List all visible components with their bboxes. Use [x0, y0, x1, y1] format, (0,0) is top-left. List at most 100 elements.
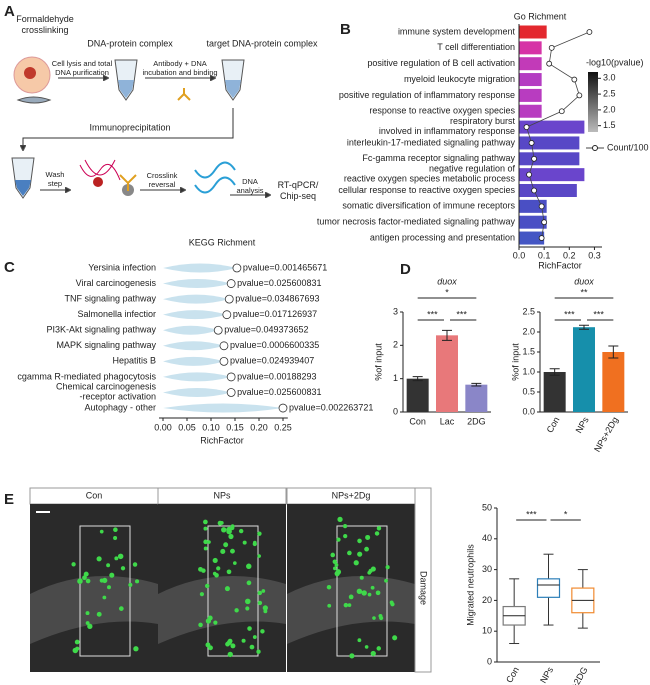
neutrophil	[389, 600, 394, 605]
point	[232, 263, 242, 273]
x-tick-label: 0.20	[250, 422, 268, 432]
bar	[519, 152, 580, 166]
y-tick-label: 0.5	[522, 386, 535, 396]
neutrophil	[365, 534, 371, 540]
neutrophil	[335, 569, 342, 575]
y-axis-label: Migrated neutrophils	[465, 544, 475, 626]
neutrophil	[132, 562, 138, 567]
panel-a-text: Formaldehyde crosslinking Cell lysis and …	[16, 14, 319, 201]
antibody	[177, 88, 191, 101]
neutrophil	[102, 595, 107, 600]
bar	[519, 104, 542, 118]
neutrophil	[203, 546, 208, 551]
x-tick-label: 0.10	[202, 422, 220, 432]
neutrophil	[113, 536, 118, 541]
colorbar-tick-label: 2.0	[603, 104, 616, 114]
x-tick-label: NPs	[574, 415, 591, 435]
dna	[194, 161, 236, 194]
neutrophil	[75, 646, 80, 651]
neutrophil	[257, 554, 261, 558]
neutrophil	[370, 566, 376, 572]
y-axis-label: %of input	[510, 343, 520, 381]
category-label: respiratory burst involved in inflammator…	[379, 116, 516, 136]
annotation: pvalue=0.00188293	[237, 371, 316, 381]
neutrophil	[334, 563, 339, 567]
chart-title: Go Richment	[514, 11, 567, 21]
neutrophil	[219, 520, 224, 525]
significance-label: ***	[526, 509, 537, 519]
neutrophil	[246, 563, 252, 570]
error-bar	[442, 329, 452, 341]
category-label: TNF signaling pathway	[64, 293, 156, 303]
bar	[465, 384, 488, 412]
neutrophil	[216, 566, 221, 571]
neutrophil	[85, 578, 91, 584]
annotation: pvalue=0.0006600335	[230, 340, 319, 350]
neutrophil	[221, 527, 227, 533]
point	[213, 325, 223, 335]
neutrophil	[372, 616, 376, 620]
bar	[163, 310, 227, 320]
colorbar-tick-label: 2.5	[603, 88, 616, 98]
bar	[602, 352, 625, 412]
point	[219, 356, 229, 366]
x-tick-label: 0.2	[563, 250, 576, 260]
x-tick-label: 0.25	[274, 422, 292, 432]
y-tick-label: 40	[482, 533, 492, 543]
y-tick-label: 10	[482, 626, 492, 636]
neutrophil	[385, 565, 390, 570]
neutrophil	[109, 572, 115, 578]
category-label: immune system development	[398, 26, 516, 36]
neutrophil	[333, 566, 337, 571]
count-point	[538, 203, 545, 210]
neutrophil	[249, 644, 255, 650]
category-label: Viral carcinogenesis	[76, 278, 157, 288]
dna	[79, 159, 121, 181]
panel-label: C	[4, 259, 15, 276]
neutrophil	[135, 579, 140, 584]
neutrophil	[226, 569, 232, 575]
annotation: pvalue=0.017126937	[233, 309, 317, 319]
error-bar	[608, 345, 619, 359]
neutrophil	[225, 641, 230, 647]
antibody	[119, 174, 137, 191]
neutrophil	[347, 603, 352, 608]
y-tick-label: 3	[393, 306, 398, 316]
neutrophil	[120, 566, 126, 571]
neutrophil	[326, 584, 332, 590]
annotation: pvalue=0.049373652	[224, 325, 308, 335]
neutrophil	[77, 578, 83, 584]
neutrophil	[367, 592, 372, 597]
neutrophil	[261, 589, 266, 593]
micrograph-label: Con	[86, 490, 103, 500]
category-label: PI3K-Akt signaling pathway	[46, 325, 156, 335]
neutrophil	[384, 578, 388, 583]
bar	[543, 372, 566, 412]
bar	[163, 372, 232, 382]
neutrophil	[263, 609, 268, 614]
category-label: T cell differentiation	[437, 42, 515, 52]
category-label: positive regulation of inflammatory resp…	[339, 90, 515, 100]
x-tick-label: Con	[409, 416, 426, 426]
neutrophil	[238, 528, 244, 534]
x-tick-label: 0.05	[178, 422, 196, 432]
nucleus	[24, 67, 36, 79]
category-label: MAPK signaling pathway	[56, 340, 156, 350]
annotation: pvalue=0.034867693	[235, 293, 319, 303]
neutrophil	[260, 629, 265, 634]
neutrophil	[370, 650, 376, 657]
neutrophil	[357, 638, 362, 643]
neutrophil	[213, 620, 218, 625]
significance-label: **	[580, 287, 588, 297]
neutrophil	[203, 519, 208, 525]
neutrophil	[83, 571, 89, 577]
bar	[163, 403, 283, 413]
y-tick-label: 20	[482, 595, 492, 605]
colorbar-tick-label: 1.5	[603, 120, 616, 130]
neutrophil	[353, 560, 359, 566]
error-bar	[471, 382, 482, 387]
neutrophil	[257, 531, 262, 536]
neutrophil	[376, 526, 382, 531]
diagram-label: Formaldehyde crosslinking	[16, 14, 74, 35]
bar	[519, 41, 542, 55]
